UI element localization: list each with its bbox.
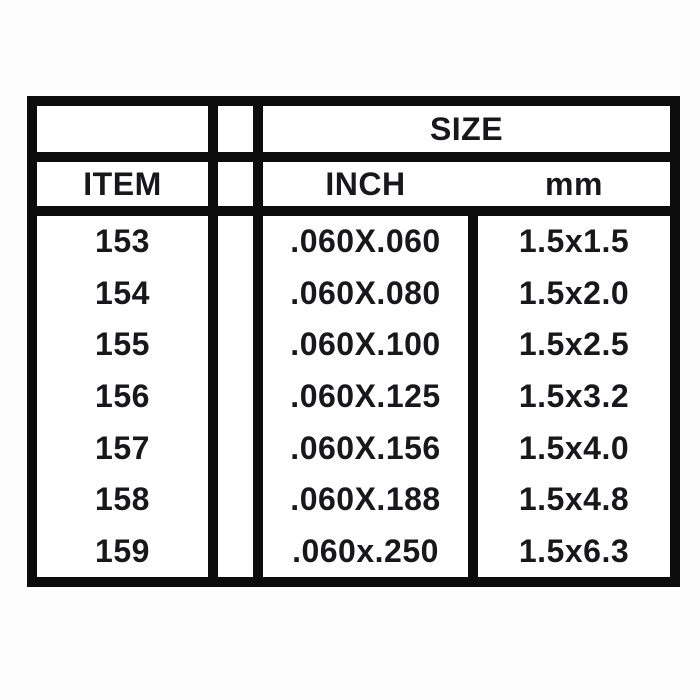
item-number-cell: 153 bbox=[95, 223, 150, 260]
size-table: SIZE ITEM INCH mm 153 154 155 156 157 15… bbox=[27, 96, 680, 587]
mm-header: mm bbox=[545, 165, 603, 202]
mm-size-cell: 1.5x2.0 bbox=[518, 274, 630, 311]
inch-size-cell: .060X.125 bbox=[290, 378, 441, 415]
gridline-vertical-inch-mm-divider bbox=[468, 216, 478, 577]
mm-size-cell: 1.5x1.5 bbox=[518, 223, 630, 260]
item-number-cell: 158 bbox=[95, 481, 150, 518]
inch-size-cell: .060X.100 bbox=[290, 326, 441, 363]
mm-size-cell: 1.5x4.0 bbox=[518, 429, 630, 466]
table-inner: SIZE ITEM INCH mm 153 154 155 156 157 15… bbox=[37, 106, 670, 577]
gridline-vertical-item-right bbox=[208, 106, 218, 577]
mm-size-cell: 1.5x2.5 bbox=[518, 326, 630, 363]
item-column: 153 154 155 156 157 158 159 bbox=[37, 216, 208, 577]
inch-size-cell: .060X.060 bbox=[290, 223, 441, 260]
inch-size-cell: .060X.156 bbox=[290, 429, 441, 466]
size-header: SIZE bbox=[429, 110, 504, 147]
inch-size-cell: .060X.188 bbox=[290, 481, 441, 518]
item-number-cell: 159 bbox=[95, 532, 150, 569]
item-header: ITEM bbox=[83, 165, 162, 202]
mm-size-cell: 1.5x6.3 bbox=[518, 532, 630, 569]
inch-size-cell: .060X.080 bbox=[290, 274, 441, 311]
item-number-cell: 156 bbox=[95, 378, 150, 415]
mm-column: 1.5x1.5 1.5x2.0 1.5x2.5 1.5x3.2 1.5x4.0 … bbox=[478, 216, 670, 577]
gridline-horizontal-under-headers bbox=[37, 206, 670, 216]
mm-size-cell: 1.5x3.2 bbox=[518, 378, 630, 415]
inch-header: INCH bbox=[325, 165, 406, 202]
mm-size-cell: 1.5x4.8 bbox=[518, 481, 630, 518]
gridline-horizontal-under-size bbox=[37, 152, 670, 162]
inch-column: .060X.060 .060X.080 .060X.100 .060X.125 … bbox=[263, 216, 468, 577]
item-number-cell: 157 bbox=[95, 429, 150, 466]
item-number-cell: 154 bbox=[95, 274, 150, 311]
gridline-vertical-spacer-right bbox=[253, 106, 263, 577]
inch-size-cell: .060x.250 bbox=[292, 532, 439, 569]
item-number-cell: 155 bbox=[95, 326, 150, 363]
